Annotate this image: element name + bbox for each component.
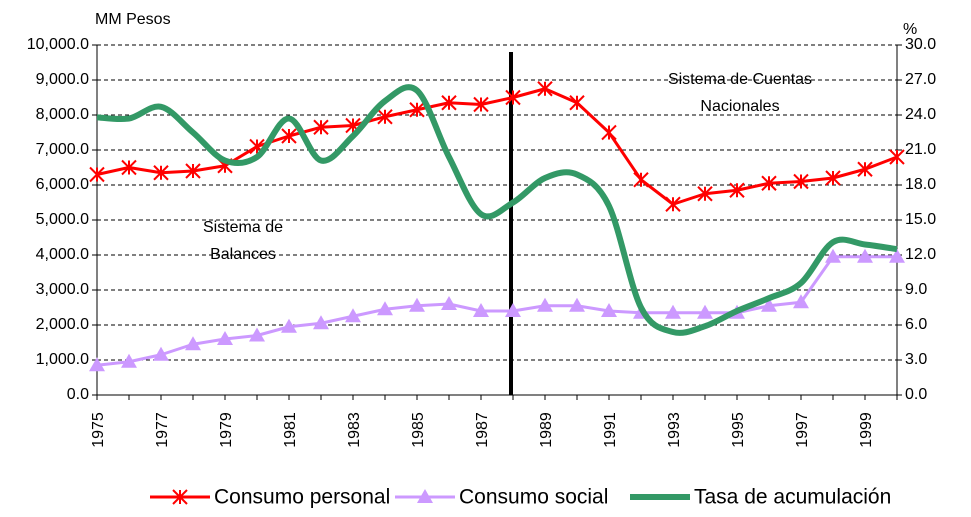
x-tick-label: 1987 [474, 412, 491, 448]
y2-tick-label: 27.0 [905, 71, 936, 88]
data-point [89, 357, 105, 372]
x-tick-label: 1989 [538, 412, 555, 448]
data-point [345, 308, 361, 323]
y-tick-label: 10,000.0 [27, 36, 89, 53]
data-point [121, 159, 137, 176]
data-point [409, 102, 425, 118]
data-point [153, 346, 169, 361]
y2-tick-label: 30.0 [905, 36, 936, 53]
x-tick-label: 1997 [794, 412, 811, 448]
annotation: Nacionales [700, 98, 779, 115]
data-point [313, 315, 329, 330]
data-point [377, 109, 393, 125]
data-point [633, 172, 649, 188]
x-tick-label: 1999 [858, 412, 875, 448]
annotation: Sistema de Cuentas [668, 71, 812, 88]
data-point [857, 161, 873, 177]
data-point [217, 331, 233, 345]
data-point [185, 163, 201, 179]
legend-label: Consumo personal [214, 486, 390, 509]
x-tick-label: 1983 [346, 412, 363, 448]
data-point [697, 304, 713, 319]
data-point [377, 301, 393, 316]
data-point [569, 95, 585, 111]
data-point [825, 248, 841, 263]
data-point [121, 353, 137, 368]
series-line [96, 84, 898, 336]
data-point [281, 318, 297, 333]
data-point [697, 186, 713, 202]
y2-tick-label: 24.0 [905, 106, 936, 123]
annotation: Sistema de [203, 219, 283, 236]
legend-marker [417, 489, 433, 503]
data-point [793, 294, 809, 309]
data-point [441, 95, 457, 111]
x-tick-label: 1979 [218, 412, 235, 448]
y-axis-label: MM Pesos [95, 11, 171, 28]
data-point [825, 170, 841, 186]
y-tick-label: 2,000.0 [36, 316, 89, 333]
data-point [153, 165, 169, 181]
x-tick-label: 1975 [90, 412, 107, 448]
y-tick-label: 6,000.0 [36, 176, 89, 193]
y2-axis-label: % [903, 21, 917, 38]
y-tick-label: 7,000.0 [36, 141, 89, 158]
y-tick-label: 1,000.0 [36, 351, 89, 368]
y2-tick-label: 21.0 [905, 141, 936, 158]
series-line [96, 255, 897, 367]
legend-label: Tasa de acumulación [694, 486, 891, 509]
data-point [537, 81, 553, 97]
data-point [185, 336, 201, 351]
x-tick-label: 1981 [282, 412, 299, 448]
data-point [569, 297, 585, 312]
x-tick-label: 1995 [730, 412, 747, 448]
y-tick-label: 5,000.0 [36, 211, 89, 228]
y2-tick-label: 18.0 [905, 176, 936, 193]
y-tick-label: 4,000.0 [36, 246, 89, 263]
x-tick-label: 1993 [666, 412, 683, 448]
data-point [761, 175, 777, 191]
y-tick-label: 0.0 [67, 386, 89, 403]
data-point [889, 149, 905, 165]
data-point [601, 124, 617, 141]
data-point [409, 297, 425, 312]
data-point [89, 166, 105, 183]
y2-tick-label: 12.0 [905, 246, 936, 263]
data-point [729, 182, 745, 198]
y2-tick-label: 6.0 [905, 316, 927, 333]
y-tick-label: 9,000.0 [36, 71, 89, 88]
y2-tick-label: 15.0 [905, 211, 936, 228]
data-point [857, 248, 873, 263]
y-tick-label: 3,000.0 [36, 281, 89, 298]
data-point [505, 89, 521, 106]
data-point [441, 296, 457, 310]
data-point [505, 303, 521, 317]
data-point [473, 96, 489, 113]
data-point [313, 119, 329, 135]
data-point [601, 303, 617, 317]
data-point [793, 173, 809, 190]
data-point [281, 128, 297, 144]
data-point [761, 297, 777, 312]
legend-marker [172, 489, 188, 505]
x-tick-label: 1977 [154, 412, 171, 448]
y-tick-label: 8,000.0 [36, 106, 89, 123]
data-point [249, 327, 265, 342]
data-point [537, 297, 553, 312]
y2-tick-label: 9.0 [905, 281, 927, 298]
data-point [889, 248, 905, 263]
legend-label: Consumo social [459, 486, 608, 509]
data-point [665, 196, 681, 212]
data-point [665, 304, 681, 319]
annotation: Balances [210, 246, 276, 263]
y2-tick-label: 0.0 [905, 386, 927, 403]
x-tick-label: 1991 [602, 412, 619, 448]
data-point [473, 303, 489, 317]
x-tick-label: 1985 [410, 412, 427, 448]
y2-tick-label: 3.0 [905, 351, 927, 368]
